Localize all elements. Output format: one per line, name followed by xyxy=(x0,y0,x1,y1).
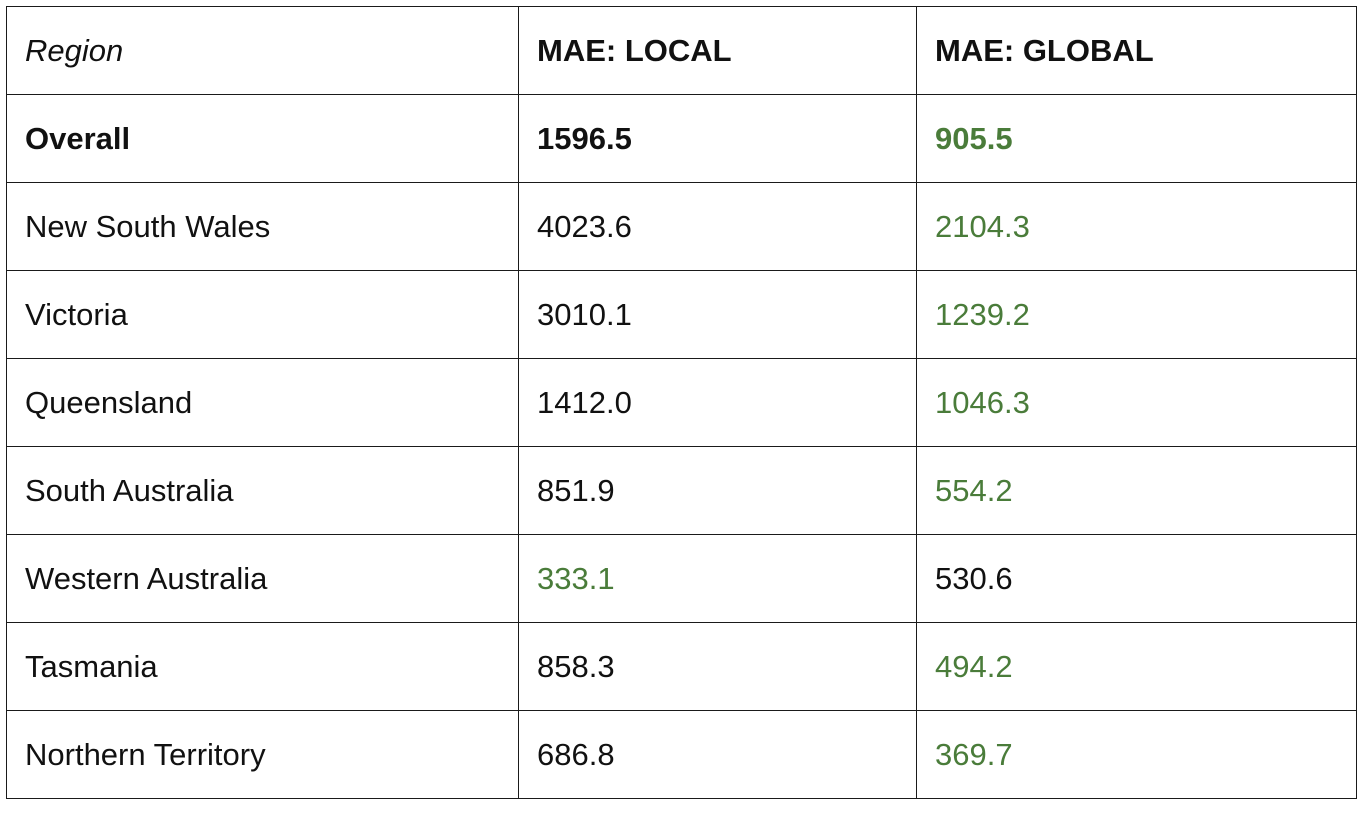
region-cell: New South Wales xyxy=(6,182,519,271)
region-cell: Victoria xyxy=(6,270,519,359)
region-cell: South Australia xyxy=(6,446,519,535)
table-row: Tasmania 858.3 494.2 xyxy=(6,622,1357,711)
region-cell: Western Australia xyxy=(6,534,519,623)
table-row: New South Wales 4023.6 2104.3 xyxy=(6,182,1357,271)
table-row: Northern Territory 686.8 369.7 xyxy=(6,710,1357,799)
mae-global-cell: 494.2 xyxy=(916,622,1357,711)
header-region: Region xyxy=(6,6,519,95)
mae-local-cell: 1412.0 xyxy=(518,358,917,447)
table-header-row: Region MAE: LOCAL MAE: GLOBAL xyxy=(6,6,1357,95)
table-row: Western Australia 333.1 530.6 xyxy=(6,534,1357,623)
table-row: Queensland 1412.0 1046.3 xyxy=(6,358,1357,447)
region-cell: Queensland xyxy=(6,358,519,447)
region-cell: Overall xyxy=(6,94,519,183)
mae-local-cell: 686.8 xyxy=(518,710,917,799)
table-row: South Australia 851.9 554.2 xyxy=(6,446,1357,535)
mae-global-cell: 905.5 xyxy=(916,94,1357,183)
mae-global-cell: 1239.2 xyxy=(916,270,1357,359)
mae-local-cell: 333.1 xyxy=(518,534,917,623)
mae-local-cell: 858.3 xyxy=(518,622,917,711)
mae-local-cell: 4023.6 xyxy=(518,182,917,271)
mae-local-cell: 1596.5 xyxy=(518,94,917,183)
mae-local-cell: 3010.1 xyxy=(518,270,917,359)
mae-global-cell: 554.2 xyxy=(916,446,1357,535)
region-cell: Northern Territory xyxy=(6,710,519,799)
mae-local-cell: 851.9 xyxy=(518,446,917,535)
header-mae-global: MAE: GLOBAL xyxy=(916,6,1357,95)
table-body: Overall 1596.5 905.5 New South Wales 402… xyxy=(6,94,1357,799)
mae-global-cell: 1046.3 xyxy=(916,358,1357,447)
mae-global-cell: 2104.3 xyxy=(916,182,1357,271)
results-table-container: Region MAE: LOCAL MAE: GLOBAL Overall 15… xyxy=(6,6,1357,799)
mae-global-cell: 369.7 xyxy=(916,710,1357,799)
region-cell: Tasmania xyxy=(6,622,519,711)
table-row: Overall 1596.5 905.5 xyxy=(6,94,1357,183)
mae-global-cell: 530.6 xyxy=(916,534,1357,623)
mae-comparison-table: Region MAE: LOCAL MAE: GLOBAL Overall 15… xyxy=(6,6,1357,799)
table-row: Victoria 3010.1 1239.2 xyxy=(6,270,1357,359)
header-mae-local: MAE: LOCAL xyxy=(518,6,917,95)
